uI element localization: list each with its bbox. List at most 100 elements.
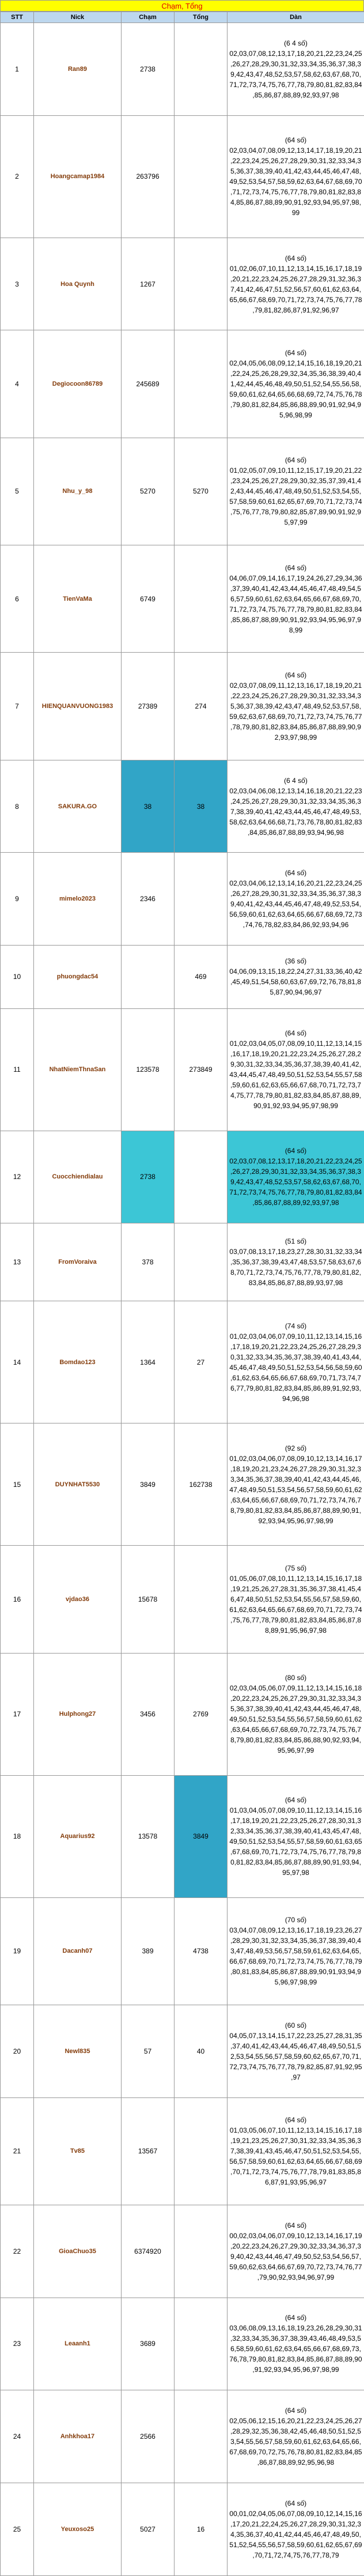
stt-cell: 22 [0, 2204, 34, 2298]
dan-numbers: 03,04,07,08,09,12,13,16,17,18,19,23,26,2… [229, 1926, 362, 1987]
tong-cell: 3849 [174, 1775, 227, 1898]
nick-cell: Degiocoon86789 [33, 330, 122, 438]
table-body: 1 Ran89 2738 (6 4 số) 02,03,07,08,12,13,17,1… [0, 22, 364, 2576]
nick-cell: Nhu_y_98 [33, 437, 122, 546]
tong-cell: 273849 [174, 1008, 227, 1131]
dan-count: (64 số) [285, 869, 307, 878]
tong-cell [174, 330, 227, 438]
cham-cell: 2738 [121, 1130, 175, 1224]
dan-count: (64 số) [285, 1029, 307, 1038]
table-row: 14 Bomdao123 1364 27 (74 số) 01,02,03,04,06,0… [0, 1301, 364, 1424]
stt-cell: 25 [0, 2483, 34, 2576]
dan-cell: (64 số) 02,03,07,08,09,11,12,13,16,17,18,… [227, 652, 364, 760]
dan-cell: (70 số) 03,04,07,08,09,12,13,16,17,18,19,… [227, 1897, 364, 2005]
tong-cell [174, 1223, 227, 1302]
dan-count: (36 số) [285, 957, 307, 966]
tong-cell: 5270 [174, 437, 227, 546]
tong-cell: 274 [174, 652, 227, 760]
dan-numbers: 02,03,04,07,08,09,12,13,14,17,18,19,20,2… [229, 146, 362, 217]
cham-cell: 15678 [121, 1545, 175, 1654]
stt-cell: 14 [0, 1301, 34, 1424]
dan-cell: (64 số) 00,01,02,04,05,06,07,08,09,10,12,… [227, 2483, 364, 2576]
stt-cell: 8 [0, 759, 34, 853]
dan-cell: (64 số) 01,02,06,07,10,11,12,13,14,15,16,… [227, 237, 364, 331]
cham-cell: 378 [121, 1223, 175, 1302]
tong-cell: 4738 [174, 1897, 227, 2005]
dan-cell: (64 số) 01,02,05,07,09,10,11,12,15,17,19,… [227, 437, 364, 546]
nick-cell: Hoa Quynh [33, 237, 122, 331]
dan-cell: (64 số) 01,02,03,04,05,07,08,09,10,11,12,… [227, 1008, 364, 1131]
cham-cell: 13578 [121, 1775, 175, 1898]
table-row: 25 Yeuxoso25 5027 16 (64 số) 00,01,02,04,05,0… [0, 2483, 364, 2576]
table-row: 10 phuongdac54 469 (36 số) 04,06,09,13,15,18… [0, 945, 364, 1009]
table-row: 4 Degiocoon86789 245689 (64 số) 02,04,05,06,… [0, 330, 364, 438]
cham-cell: 389 [121, 1897, 175, 2005]
table-row: 22 GioaChuo35 6374920 (64 số) 00,02,03,04,06… [0, 2204, 364, 2298]
table-row: 2 Hoangcamap1984 263796 (64 số) 02,03,04,07,… [0, 115, 364, 238]
nick-cell: Tv85 [33, 2097, 122, 2205]
dan-numbers: 02,03,07,08,12,13,17,18,20,21,22,23,24,2… [229, 49, 362, 99]
dan-cell: (64 số) 02,05,06,12,15,16,20,21,22,23,24,… [227, 2390, 364, 2484]
table-row: 15 DUYNHAT5530 3849 162738 (92 số) 01,02,03,0… [0, 1423, 364, 1546]
dan-cell: (75 số) 01,05,06,07,08,10,11,12,13,14,15,… [227, 1545, 364, 1654]
dan-numbers: 00,01,02,04,05,06,07,08,09,10,12,14,15,1… [229, 2510, 362, 2560]
dan-count: (64 số) [285, 136, 307, 145]
stt-cell: 23 [0, 2297, 34, 2391]
cham-cell: 263796 [121, 115, 175, 238]
stt-cell: 11 [0, 1008, 34, 1131]
dan-cell: (6 4 số) 02,03,04,06,08,12,13,14,16,18,20… [227, 759, 364, 853]
dan-numbers: 01,05,06,07,08,10,11,12,13,14,15,16,17,1… [229, 1574, 362, 1635]
cham-cell: 6374920 [121, 2204, 175, 2298]
dan-numbers: 02,03,04,06,08,12,13,14,16,18,20,21,22,2… [229, 786, 362, 837]
stt-cell: 1 [0, 22, 34, 116]
dan-cell: (92 số) 01,02,03,04,06,07,08,09,10,12,13,… [227, 1423, 364, 1546]
dan-numbers: 01,02,06,07,10,11,12,13,14,15,16,17,18,1… [229, 264, 362, 314]
nick-cell: NhatNiemThnaSan [33, 1008, 122, 1131]
dan-numbers: 00,02,03,04,06,07,09,10,12,13,14,16,17,1… [229, 2231, 362, 2281]
table-row: 18 Aquarius92 13578 3849 (64 số) 01,03,04,05,… [0, 1775, 364, 1898]
dan-count: (75 số) [285, 1564, 307, 1572]
dan-cell: (64 số) 02,04,05,06,08,09,12,14,15,16,18,… [227, 330, 364, 438]
table-row: 13 FromVoraiva 378 (51 số) 03,07,08,13,17,18… [0, 1223, 364, 1302]
dan-count: (6 4 số) [284, 39, 308, 47]
tong-cell [174, 1545, 227, 1654]
dan-count: (64 số) [285, 2116, 307, 2125]
dan-cell: (64 số) 03,06,08,09,13,16,18,19,23,26,28,… [227, 2297, 364, 2391]
cham-cell: 5270 [121, 437, 175, 546]
table-row: 6 TienVaMa 6749 (64 số) 04,06,07,09,14,16,17… [0, 545, 364, 653]
nick-cell: Anhkhoa17 [33, 2390, 122, 2484]
dan-count: (64 số) [285, 1796, 307, 1805]
dan-cell: (64 số) 04,06,07,09,14,16,17,19,24,26,27,… [227, 545, 364, 653]
table-row: 24 Anhkhoa17 2566 (64 số) 02,05,06,12,15,16,… [0, 2390, 364, 2484]
stt-cell: 20 [0, 2004, 34, 2098]
dan-count: (80 số) [285, 1674, 307, 1682]
dan-count: (60 số) [285, 2021, 307, 2029]
column-header: Dàn [227, 12, 364, 23]
dan-numbers: 03,06,08,09,13,16,18,19,23,26,28,29,30,3… [229, 2324, 362, 2374]
stt-cell: 5 [0, 437, 34, 546]
stt-cell: 21 [0, 2097, 34, 2205]
nick-cell: Newl835 [33, 2004, 122, 2098]
tong-cell [174, 1130, 227, 1224]
dan-numbers: 02,03,04,05,06,07,09,11,12,13,14,15,16,1… [229, 1684, 362, 1755]
table-row: 7 HIENQUANVUONG1983 27389 274 (64 số) 02,03,0… [0, 652, 364, 760]
dan-numbers: 02,05,06,12,15,16,20,21,22,23,24,25,26,2… [229, 2417, 362, 2467]
dan-count: (70 số) [285, 1916, 307, 1925]
tong-cell: 40 [174, 2004, 227, 2098]
tong-cell: 38 [174, 759, 227, 853]
cham-cell: 3456 [121, 1652, 175, 1776]
dan-cell: (74 số) 01,02,03,04,06,07,09,10,11,12,13,… [227, 1301, 364, 1424]
dan-count: (6 4 số) [284, 776, 308, 785]
stt-cell: 2 [0, 115, 34, 238]
dan-numbers: 01,02,03,04,05,07,08,09,10,11,12,13,14,1… [229, 1040, 362, 1110]
dan-cell: (64 số) 02,03,07,08,12,13,17,18,20,21,22,… [227, 1130, 364, 1224]
cham-cell: 245689 [121, 330, 175, 438]
tong-cell [174, 2390, 227, 2484]
nick-cell: Aquarius92 [33, 1775, 122, 1898]
cham-cell: 3849 [121, 1423, 175, 1546]
dan-numbers: 02,03,07,08,12,13,17,18,20,21,22,23,24,2… [229, 1157, 362, 1207]
dan-numbers: 03,07,08,13,17,18,23,27,28,30,31,32,33,3… [229, 1248, 362, 1287]
column-header: Chạm [121, 12, 175, 23]
table-row: 1 Ran89 2738 (6 4 số) 02,03,07,08,12,13,17,1… [0, 22, 364, 116]
